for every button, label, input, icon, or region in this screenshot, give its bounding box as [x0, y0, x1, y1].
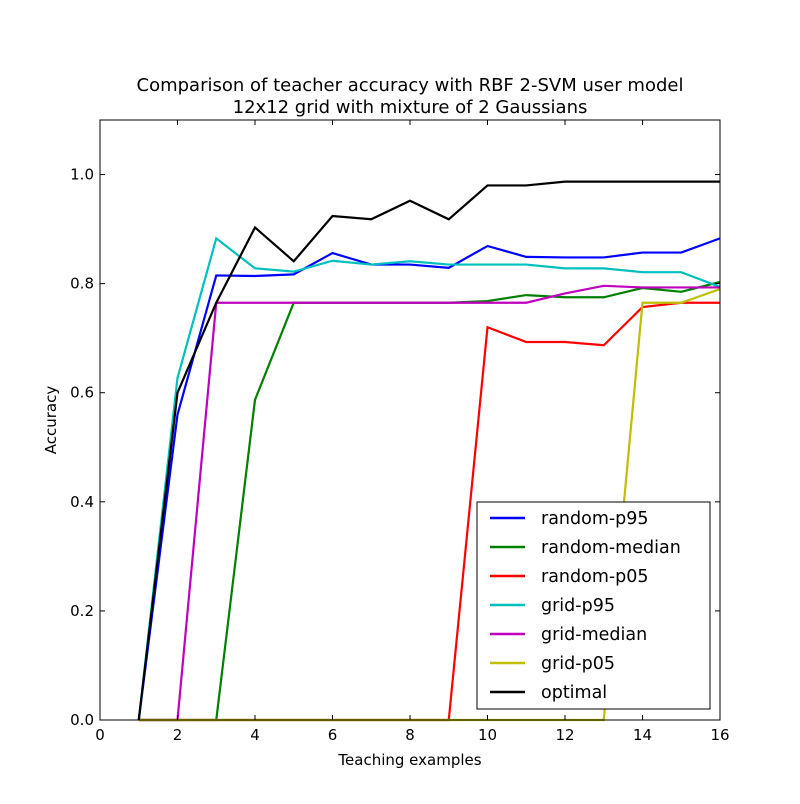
x-tick-label: 14	[633, 726, 652, 744]
x-tick-label: 10	[478, 726, 497, 744]
y-tick-label: 0.2	[70, 602, 94, 620]
x-tick-label: 12	[555, 726, 574, 744]
legend-label-random-median: random-median	[541, 538, 681, 558]
y-tick-label: 0.0	[70, 711, 94, 729]
series-line-optimal	[137, 180, 720, 721]
legend-label-optimal: optimal	[541, 683, 607, 703]
x-axis-label: Teaching examples	[337, 751, 481, 769]
series-line-random-p95	[137, 237, 721, 721]
y-tick-label: 0.4	[70, 493, 94, 511]
y-axis-label: Accuracy	[42, 386, 60, 455]
x-tick-label: 2	[173, 726, 183, 744]
x-tick-label: 8	[405, 726, 415, 744]
series-line-grid-median	[138, 284, 720, 722]
legend-label-random-p05: random-p05	[541, 567, 649, 587]
chart-title: Comparison of teacher accuracy with RBF …	[137, 75, 684, 96]
legend-label-random-p95: random-p95	[541, 509, 649, 529]
chart-subtitle: 12x12 grid with mixture of 2 Gaussians	[233, 97, 588, 118]
x-tick-label: 6	[328, 726, 338, 744]
x-tick-label: 0	[95, 726, 105, 744]
x-tick-label: 16	[710, 726, 729, 744]
y-tick-label: 0.6	[70, 384, 94, 402]
y-tick-label: 0.8	[70, 275, 94, 293]
legend-label-grid-p05: grid-p05	[541, 654, 615, 674]
legend-label-grid-p95: grid-p95	[541, 596, 615, 616]
legend-label-grid-median: grid-median	[541, 625, 647, 645]
series-line-grid-p95	[137, 236, 721, 721]
legend: random-p95 random-median random-p05 grid-p9…	[476, 501, 711, 710]
x-tick-label: 4	[250, 726, 260, 744]
y-tick-label: 1.0	[70, 166, 94, 184]
axis-ticks: 0 2 4 6 8 10 12 14 16 0.0 0.2 0.4 0.6 0.8 1.0	[70, 120, 730, 744]
